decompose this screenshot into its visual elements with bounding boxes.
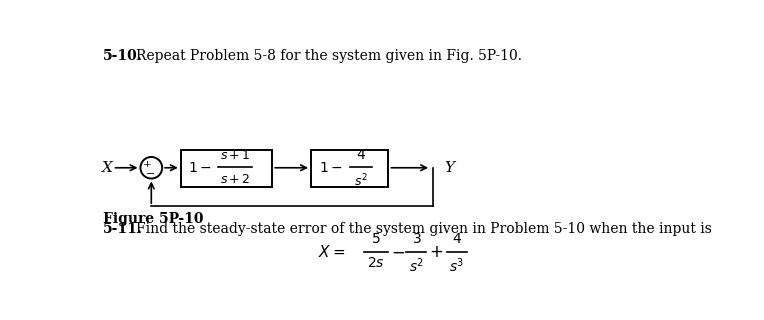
- Text: $-$: $-$: [390, 244, 405, 261]
- Text: $s^2$: $s^2$: [409, 256, 424, 275]
- Text: $4$: $4$: [356, 148, 366, 162]
- Text: 5-10.: 5-10.: [103, 49, 143, 63]
- Text: +: +: [143, 160, 152, 169]
- Text: $+$: $+$: [429, 244, 444, 261]
- Bar: [181, 150, 272, 187]
- Text: $s^2$: $s^2$: [354, 172, 368, 189]
- Text: Y: Y: [444, 161, 455, 175]
- Text: $4$: $4$: [452, 232, 461, 245]
- Text: $3$: $3$: [412, 232, 421, 245]
- Text: $1-$: $1-$: [189, 161, 212, 175]
- Text: Figure 5P-10: Figure 5P-10: [103, 212, 204, 227]
- Text: $s^3$: $s^3$: [449, 256, 465, 275]
- Text: $s+1$: $s+1$: [220, 148, 251, 162]
- Text: −: −: [146, 169, 155, 179]
- Text: Repeat Problem 5-8 for the system given in Fig. 5P-10.: Repeat Problem 5-8 for the system given …: [136, 49, 522, 63]
- Text: $5$: $5$: [371, 232, 380, 245]
- Bar: [311, 150, 388, 187]
- Text: $1-$: $1-$: [319, 161, 342, 175]
- Text: 5-11.: 5-11.: [103, 222, 143, 236]
- Text: $X=$: $X=$: [318, 244, 345, 260]
- Text: $s+2$: $s+2$: [220, 173, 251, 186]
- Text: $2s$: $2s$: [367, 256, 385, 270]
- Text: Find the steady-state error of the system given in Problem 5-10 when the input i: Find the steady-state error of the syste…: [136, 222, 712, 236]
- Text: X: X: [102, 161, 112, 175]
